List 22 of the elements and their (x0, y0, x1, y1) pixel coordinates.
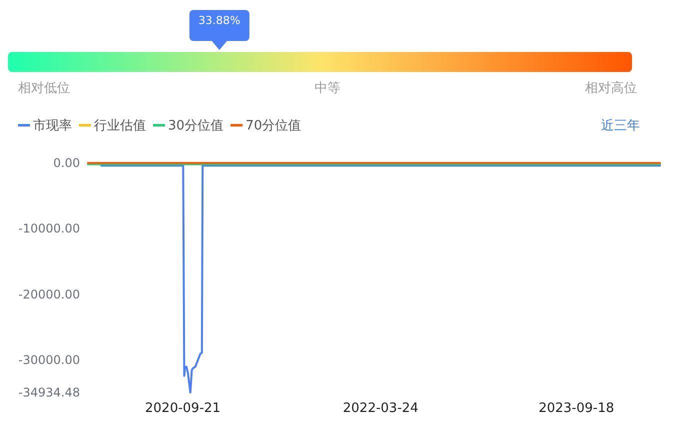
gauge-pointer: 33.88% (189, 10, 250, 50)
y-tick-label: -30000.00 (18, 353, 80, 368)
y-tick-label: -20000.00 (18, 287, 80, 302)
legend-item: 行业估值 (79, 118, 146, 133)
legend-item: 70分位值 (230, 118, 302, 133)
legend-label: 30分位值 (168, 118, 224, 133)
annotation: 近三年 (601, 118, 640, 133)
gauge-label: 相对低位 (18, 81, 70, 96)
legend-label: 行业估值 (94, 118, 146, 133)
legend-label: 70分位值 (246, 118, 302, 133)
data-label: 33.88% (198, 14, 240, 27)
legend-item: 市现率 (18, 118, 72, 133)
legend-item: 30分位值 (153, 118, 224, 133)
y-tick-label: -10000.00 (18, 222, 80, 236)
legend-label: 市现率 (33, 117, 72, 133)
gauge-label: 相对高位 (585, 81, 637, 96)
x-tick-label: 2020-09-21 (145, 401, 221, 416)
x-tick-label: 2022-03-24 (342, 401, 418, 416)
x-tick-label: 2023-09-18 (538, 401, 614, 416)
y-tick-label: 0.00 (53, 156, 80, 170)
gauge-label: 中等 (314, 81, 340, 96)
y-tick-label: -34934.48 (18, 386, 80, 400)
